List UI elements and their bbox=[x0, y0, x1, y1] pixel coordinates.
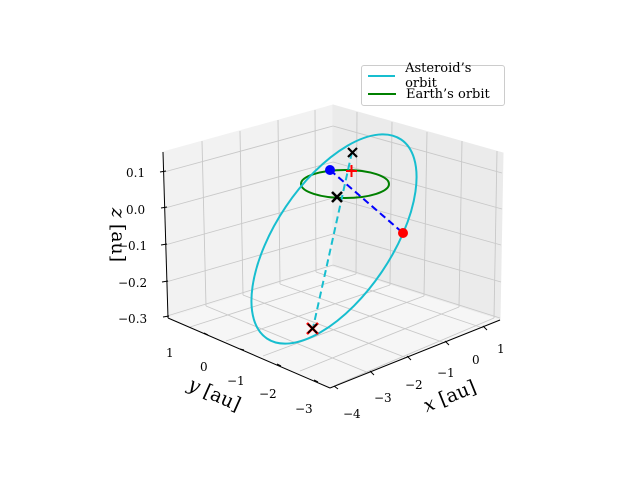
z-tick-label: −0.3 bbox=[118, 312, 147, 326]
x-label-unit: [au] bbox=[436, 376, 480, 411]
y-tick-label: −3 bbox=[295, 402, 313, 416]
x-tick-labels: −4 −3 −2 −1 0 1 bbox=[343, 342, 505, 421]
asteroid-orbit bbox=[250, 133, 418, 345]
z-label-symbol: z bbox=[107, 207, 129, 219]
y-tick-label: −2 bbox=[259, 387, 277, 401]
z-axis-line bbox=[162, 151, 169, 319]
legend-label-asteroid: Asteroid’s orbit bbox=[405, 61, 472, 91]
z-tick-labels: 0.1 0.0 −0.1 −0.2 −0.3 bbox=[118, 166, 147, 326]
z-label-unit: [au] bbox=[107, 224, 129, 262]
z-axis-label: z [au] bbox=[107, 207, 129, 262]
legend-label-earth: Earth’s orbit bbox=[406, 86, 490, 102]
y-axis-line bbox=[167, 317, 331, 389]
earth-position-marker bbox=[325, 165, 335, 175]
svg-text:x[au]: x[au] bbox=[420, 376, 479, 417]
x-tick-label: −4 bbox=[343, 407, 361, 421]
z-tick-label: −0.1 bbox=[118, 239, 147, 253]
y-tick-labels: 1 0 −1 −2 −3 bbox=[166, 346, 313, 416]
node-x-marker-middle bbox=[331, 191, 343, 203]
tick-marks bbox=[159, 170, 488, 390]
x-tick-label: −2 bbox=[405, 378, 423, 392]
asteroid-position-marker bbox=[398, 228, 408, 238]
grid-lines bbox=[163, 109, 503, 386]
x-tick-label: 1 bbox=[497, 342, 505, 356]
x-axis-label: x[au] bbox=[420, 376, 479, 417]
axis-lines bbox=[162, 151, 501, 389]
node-x-marker-top bbox=[347, 147, 358, 158]
line-of-nodes bbox=[312, 151, 353, 329]
axes-panes bbox=[162, 104, 504, 389]
y-tick-label: 1 bbox=[166, 346, 174, 360]
earth-orbit bbox=[300, 169, 390, 199]
y-tick-label: 0 bbox=[200, 360, 208, 374]
legend-swatch-asteroid bbox=[368, 75, 396, 77]
node-x-marker-bottom bbox=[307, 323, 318, 334]
x-tick-label: −3 bbox=[374, 391, 392, 405]
x-tick-label: −1 bbox=[437, 366, 455, 380]
z-tick-label: 0.0 bbox=[126, 203, 145, 217]
earth-asteroid-line bbox=[329, 169, 404, 234]
z-tick-label: 0.1 bbox=[126, 166, 145, 180]
svg-text:z[au]: z [au] bbox=[107, 207, 129, 262]
legend-entry-earth: Earth’s orbit bbox=[368, 85, 490, 103]
legend: Asteroid’s orbit Earth’s orbit bbox=[361, 61, 505, 106]
y-label-symbol: y bbox=[184, 373, 204, 398]
legend-entry-asteroid: Asteroid’s orbit bbox=[368, 61, 504, 91]
plot-data bbox=[250, 133, 418, 345]
z-tick-label: −0.2 bbox=[118, 276, 147, 290]
sun-plus-marker bbox=[346, 165, 357, 177]
x-label-symbol: x bbox=[420, 392, 438, 417]
legend-swatch-earth bbox=[368, 93, 396, 95]
y-tick-label: −1 bbox=[227, 374, 245, 388]
x-axis-line bbox=[329, 319, 501, 389]
x-tick-label: 0 bbox=[472, 353, 480, 367]
